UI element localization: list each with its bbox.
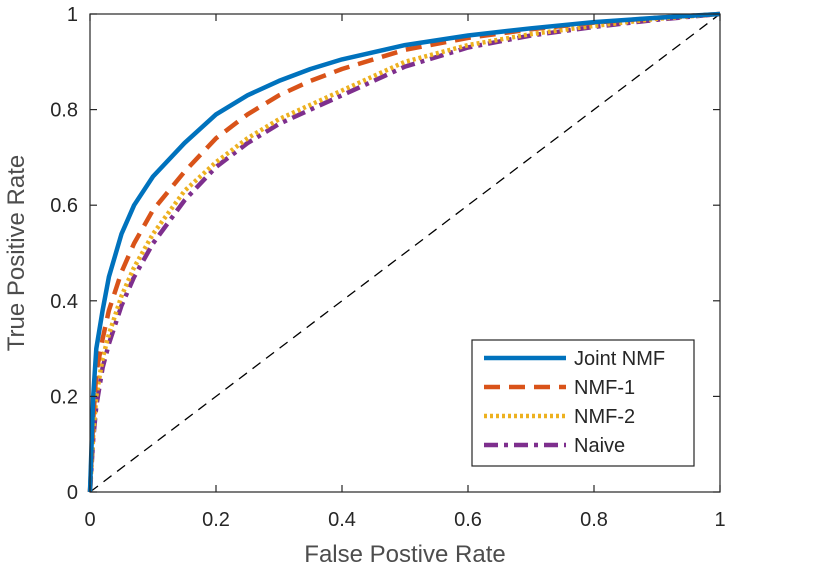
series-line-0	[87, 11, 721, 493]
y-tick-label: 0.6	[50, 195, 78, 217]
legend: Joint NMF NMF-1 NMF-2 Naive	[471, 339, 695, 467]
plot-frame	[89, 13, 721, 493]
x-tick-label: 0.8	[580, 509, 608, 531]
legend-label-1: NMF-1	[574, 377, 635, 399]
y-tick-label: 0.8	[50, 100, 78, 122]
y-tick-label: 1	[67, 4, 78, 26]
ticks-layer: 0 0.2 0.4 0.6 0.8 1 0 0.2 0.4 0.6 0.8 1	[50, 4, 725, 531]
x-tick-label: 1	[714, 509, 725, 531]
legend-label-0: Joint NMF	[574, 348, 665, 370]
x-tick-label: 0	[84, 509, 95, 531]
x-tick-label: 0.2	[202, 509, 230, 531]
x-axis-title: False Postive Rate	[304, 541, 505, 568]
series-line-2	[87, 11, 721, 493]
legend-box	[471, 339, 695, 467]
x-tick-label: 0.4	[328, 509, 356, 531]
y-tick-label: 0	[67, 482, 78, 504]
y-tick-label: 0.2	[50, 386, 78, 408]
axes-layer	[89, 13, 721, 493]
reference-diagonal-line	[89, 13, 721, 493]
y-axis-title: True Positive Rate	[3, 155, 30, 352]
y-tick-label: 0.4	[50, 291, 78, 313]
x-tick-label: 0.6	[454, 509, 482, 531]
series-layer	[87, 11, 721, 493]
legend-label-2: NMF-2	[574, 406, 635, 428]
series-line-1	[87, 11, 721, 493]
legend-label-3: Naive	[574, 435, 625, 457]
